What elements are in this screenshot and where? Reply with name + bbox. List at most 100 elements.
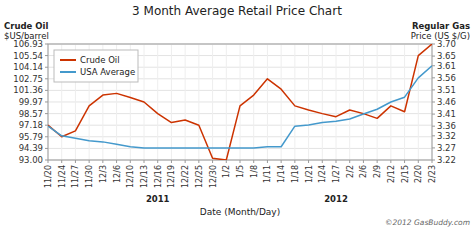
tick-label: 3.22 [437, 155, 456, 165]
tick [75, 160, 76, 163]
tick-label: 2/20 [414, 165, 423, 183]
tick [432, 102, 435, 103]
grid-line [226, 44, 227, 160]
grid-line [322, 44, 323, 160]
tick-label: 1/27 [332, 165, 341, 183]
tick [226, 160, 227, 163]
tick-label: 105.54 [13, 51, 43, 61]
tick-label: 3.46 [437, 97, 456, 107]
tick-label: 3.41 [437, 109, 456, 119]
tick [322, 160, 323, 163]
tick [89, 160, 90, 163]
tick-label: 97.18 [19, 120, 43, 130]
tick-label: 12/22 [181, 165, 190, 188]
tick [171, 160, 172, 163]
tick-label: 102.75 [13, 74, 43, 84]
tick-label: 1/8 [250, 165, 259, 178]
plot-area [48, 44, 432, 160]
series-line [48, 44, 432, 160]
tick [432, 56, 435, 57]
tick [336, 160, 337, 163]
tick [432, 147, 435, 148]
tick-label: 1/11 [263, 165, 272, 183]
tick-label: 2/9 [373, 165, 382, 178]
tick [432, 160, 433, 163]
grid-line [253, 44, 254, 160]
tick-label: 94.39 [19, 143, 43, 153]
chart: 93.0094.3995.7997.1898.5799.97101.36102.… [0, 0, 474, 229]
y2-axis-label: Regular Gas [412, 21, 470, 31]
tick [102, 160, 103, 163]
tick-label: 11/27 [71, 165, 80, 188]
grid-line [240, 44, 241, 160]
tick [45, 90, 48, 91]
tick-label: 11/20 [44, 165, 53, 188]
tick [404, 160, 405, 163]
tick [432, 65, 435, 66]
tick-label: 2/15 [401, 165, 410, 183]
legend-entry: USA Average [80, 67, 135, 77]
tick [418, 160, 419, 163]
tick [45, 101, 48, 102]
tick-label: 1/5 [236, 165, 245, 178]
grid-line [418, 44, 419, 160]
series-group [48, 44, 432, 160]
tick [185, 160, 186, 163]
tick-label: 98.57 [19, 109, 43, 119]
grid-line [404, 44, 405, 160]
grid-line [212, 44, 213, 160]
y-axis-label: Crude Oil [4, 21, 48, 31]
grid-line [308, 44, 309, 160]
grid-line [185, 44, 186, 160]
grid-line [336, 44, 337, 160]
tick-label: 101.36 [13, 85, 43, 95]
tick-label: 93.00 [19, 155, 43, 165]
legend-swatch [60, 59, 76, 61]
tick [116, 160, 117, 163]
tick-label: 104.14 [13, 62, 43, 72]
x-axis-label: Date (Month/Day) [200, 207, 280, 217]
legend-box [54, 50, 138, 82]
tick-label: 3.56 [437, 73, 456, 83]
tick-label: 2/12 [387, 165, 396, 183]
annotation: 2011 [146, 194, 170, 204]
tick [48, 160, 49, 163]
tick [281, 160, 282, 163]
tick-label: 12/13 [140, 165, 149, 188]
tick [377, 160, 378, 163]
grid [48, 44, 432, 160]
tick [253, 160, 254, 163]
tick-label: 3.65 [437, 51, 456, 61]
y-axis: 93.0094.3995.7997.1898.5799.97101.36102.… [13, 39, 48, 165]
tick [432, 114, 435, 115]
tick [45, 55, 48, 56]
tick [45, 78, 48, 79]
y2-axis: 3.223.273.323.363.413.463.513.563.613.65… [432, 39, 456, 165]
tick [198, 160, 199, 163]
legend-entry: Crude Oil [80, 55, 120, 65]
tick-label: 2/2 [346, 165, 355, 178]
plot-frame [48, 44, 432, 160]
tick [45, 136, 48, 137]
tick-label: 1/21 [305, 165, 314, 183]
tick [432, 77, 435, 78]
title: 3 Month Average Retail Price Chart [132, 4, 342, 18]
tick-label: 12/30 [209, 165, 218, 188]
x-axis: 11/2011/2411/2711/3012/312/612/1012/1312… [44, 160, 437, 188]
tick [267, 160, 268, 163]
tick [45, 44, 48, 45]
tick [144, 160, 145, 163]
tick [45, 148, 48, 149]
tick-label: 1/18 [291, 165, 300, 183]
grid-line [157, 44, 158, 160]
legend: Crude Oil USA Average [54, 50, 138, 82]
tick [432, 44, 435, 45]
tick [308, 160, 309, 163]
tick-label: 2/6 [359, 165, 368, 178]
tick [157, 160, 158, 163]
tick-label: 12/10 [126, 165, 135, 188]
grid-line [281, 44, 282, 160]
tick-label: 12/19 [167, 165, 176, 188]
tick [432, 135, 435, 136]
tick-label: 3.36 [437, 121, 456, 131]
